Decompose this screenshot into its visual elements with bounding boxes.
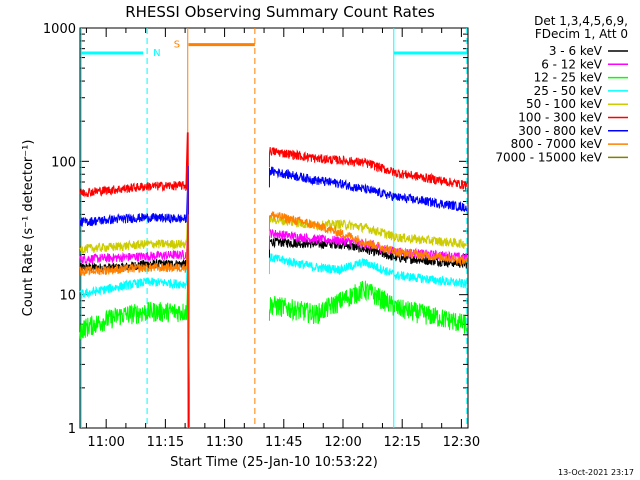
flare-spike xyxy=(185,132,190,429)
plot-area xyxy=(79,27,469,429)
series-line xyxy=(79,190,190,429)
series-line xyxy=(268,253,468,289)
series-lines xyxy=(79,132,468,429)
x-tick-label: 12:15 xyxy=(383,435,420,450)
legend: Det 1,3,4,5,6,9, FDecim 1, Att 0 3 - 6 k… xyxy=(495,14,628,164)
y-tick-label: 100 xyxy=(51,155,76,170)
chart-title: RHESSI Observing Summary Count Rates xyxy=(125,3,435,21)
plot-frame xyxy=(79,27,469,429)
x-tick-label: 11:30 xyxy=(206,435,243,450)
series-line xyxy=(268,146,468,190)
series-line xyxy=(79,132,190,429)
x-tick-label: 11:15 xyxy=(147,435,184,450)
legend-label: 6 - 12 keV xyxy=(541,57,603,71)
legend-header-1: Det 1,3,4,5,6,9, xyxy=(534,14,628,28)
y-tick-label: 1 xyxy=(68,422,76,437)
series-line xyxy=(79,165,190,429)
series-line xyxy=(268,280,468,334)
series-line xyxy=(268,211,468,266)
legend-label: 800 - 7000 keV xyxy=(511,137,603,151)
series-line xyxy=(79,231,190,429)
series-line xyxy=(79,214,190,429)
x-axis-label: Start Time (25-Jan-10 10:53:22) xyxy=(170,455,378,470)
legend-label: 25 - 50 keV xyxy=(534,84,603,98)
series-line xyxy=(79,258,190,429)
y-tick-label: 1000 xyxy=(43,22,76,37)
x-tick-label: 12:00 xyxy=(324,435,361,450)
legend-label: 300 - 800 keV xyxy=(518,124,602,138)
legend-label: 3 - 6 keV xyxy=(549,44,603,58)
x-tick-label: 11:00 xyxy=(87,435,124,450)
annotation-label-s: S xyxy=(174,40,180,51)
y-axis: 1 10 100 1000 xyxy=(43,22,468,437)
legend-label: 12 - 25 keV xyxy=(534,71,603,85)
series-line xyxy=(79,201,190,429)
legend-header-2: FDecim 1, Att 0 xyxy=(535,27,628,41)
legend-label: 7000 - 15000 keV xyxy=(495,150,602,164)
y-tick-label: 10 xyxy=(59,289,76,304)
x-tick-label: 11:45 xyxy=(265,435,302,450)
legend-label: 50 - 100 keV xyxy=(526,97,603,111)
y-axis-label: Count Rate (s⁻¹ detector⁻¹) xyxy=(21,140,36,317)
series-line xyxy=(268,166,468,212)
annotation-label-n: N xyxy=(153,48,160,59)
generation-timestamp: 13-Oct-2021 23:17 xyxy=(558,468,634,477)
annotations: NS xyxy=(80,28,468,428)
x-axis: 11:00 11:15 11:30 11:45 12:00 12:15 12:30 xyxy=(85,28,480,450)
x-tick-label: 12:30 xyxy=(443,435,480,450)
legend-label: 100 - 300 keV xyxy=(518,111,602,125)
